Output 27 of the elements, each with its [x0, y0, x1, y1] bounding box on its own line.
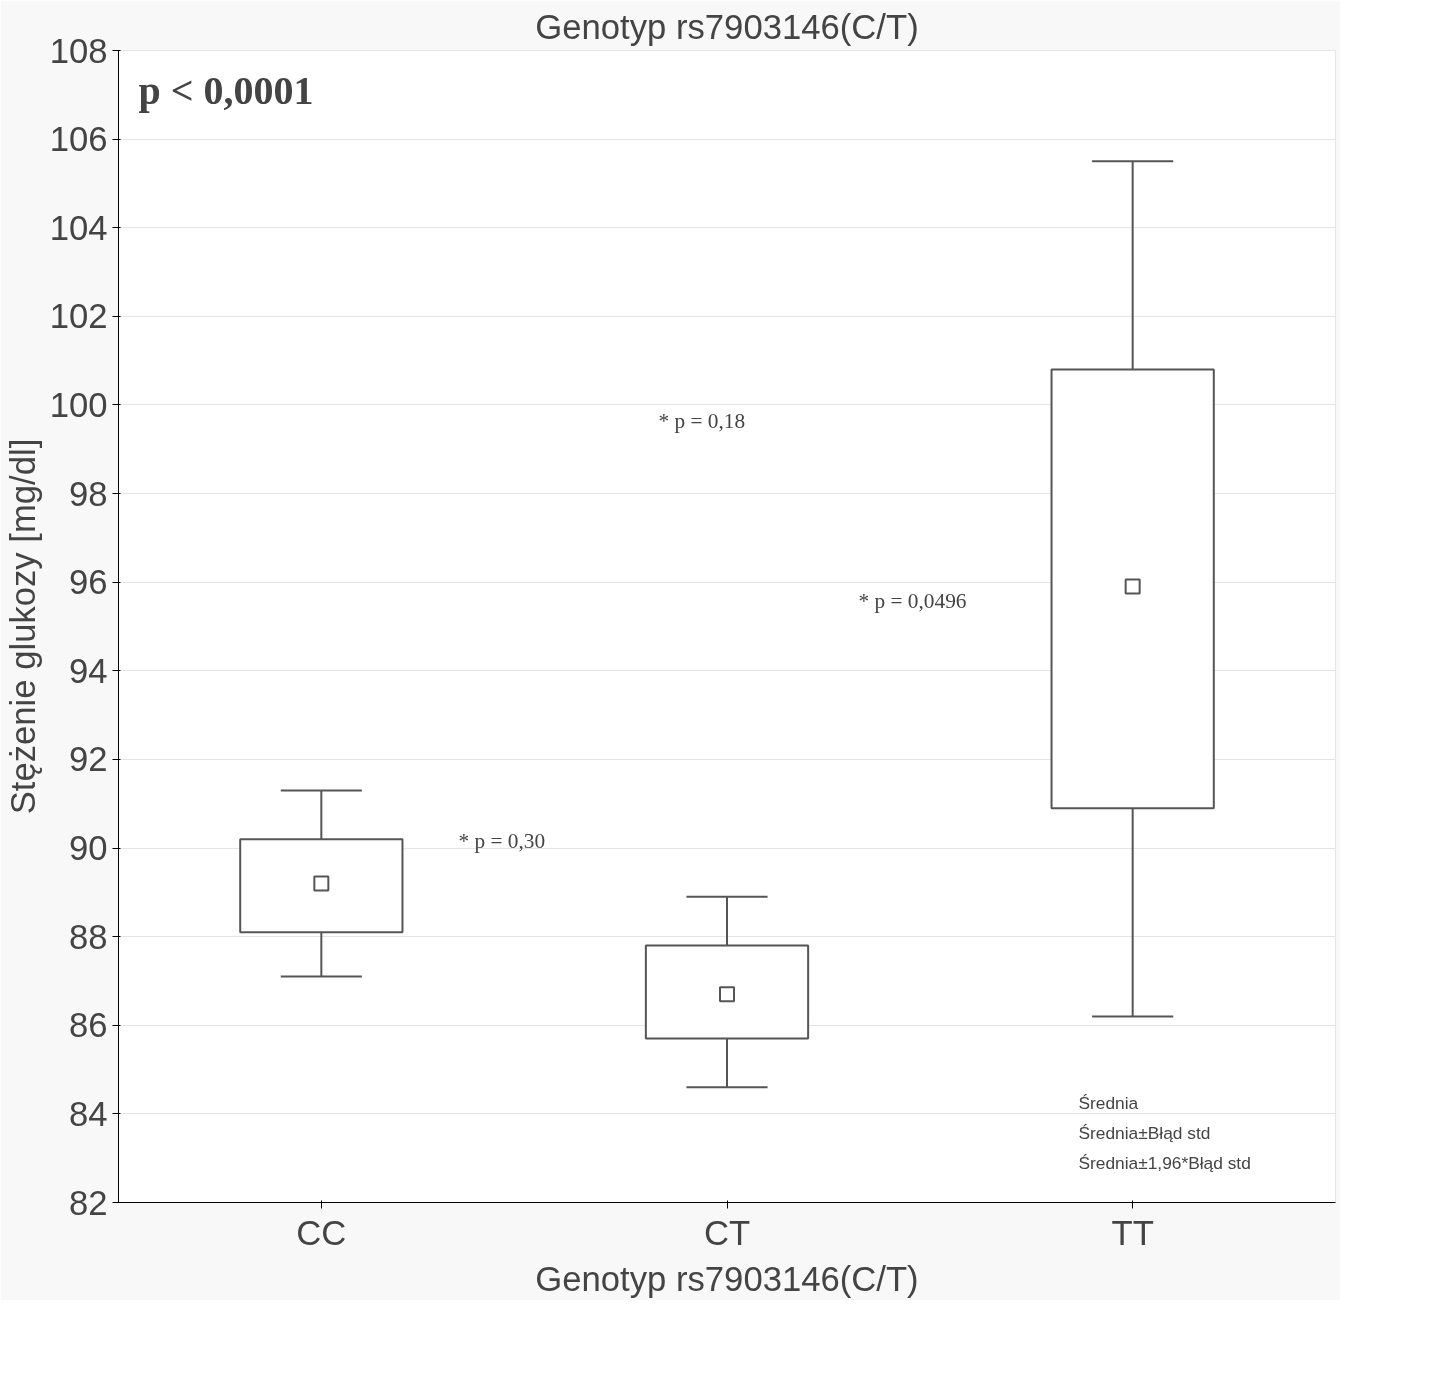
y-tick-label: 92	[68, 740, 108, 779]
annotation: * p = 0,30	[458, 828, 546, 853]
x-tick-label: CT	[703, 1213, 751, 1252]
y-tick-label: 82	[68, 1183, 108, 1222]
annotation: Średnia	[1078, 1092, 1139, 1113]
y-tick-label: 90	[68, 829, 108, 868]
chart-title: Genotyp rs7903146(C/T)	[535, 7, 919, 46]
y-tick-label: 96	[68, 563, 108, 602]
annotation: Średnia±1,96*Błąd std	[1078, 1152, 1251, 1173]
y-tick-label: 104	[49, 208, 108, 247]
x-tick-label: TT	[1111, 1213, 1154, 1252]
y-tick-label: 94	[68, 651, 108, 690]
y-tick-label: 100	[49, 385, 108, 424]
y-tick-label: 106	[49, 120, 108, 159]
annotation: * p = 0,0496	[858, 588, 967, 613]
y-tick-label: 84	[68, 1094, 108, 1133]
y-tick-label: 108	[49, 31, 108, 70]
y-tick-label: 98	[68, 474, 108, 513]
annotation: * p = 0,18	[658, 408, 746, 433]
y-tick-label: 86	[68, 1006, 108, 1045]
y-tick-label: 102	[49, 297, 108, 336]
y-tick-label: 88	[68, 917, 108, 956]
annotation: Średnia±Błąd std	[1078, 1122, 1211, 1143]
x-axis-title: Genotyp rs7903146(C/T)	[535, 1259, 919, 1298]
y-axis-title: Stężenie glukozy [mg/dl]	[3, 438, 42, 815]
x-tick-label: CC	[296, 1213, 347, 1252]
annotation: p < 0,0001	[138, 67, 314, 113]
